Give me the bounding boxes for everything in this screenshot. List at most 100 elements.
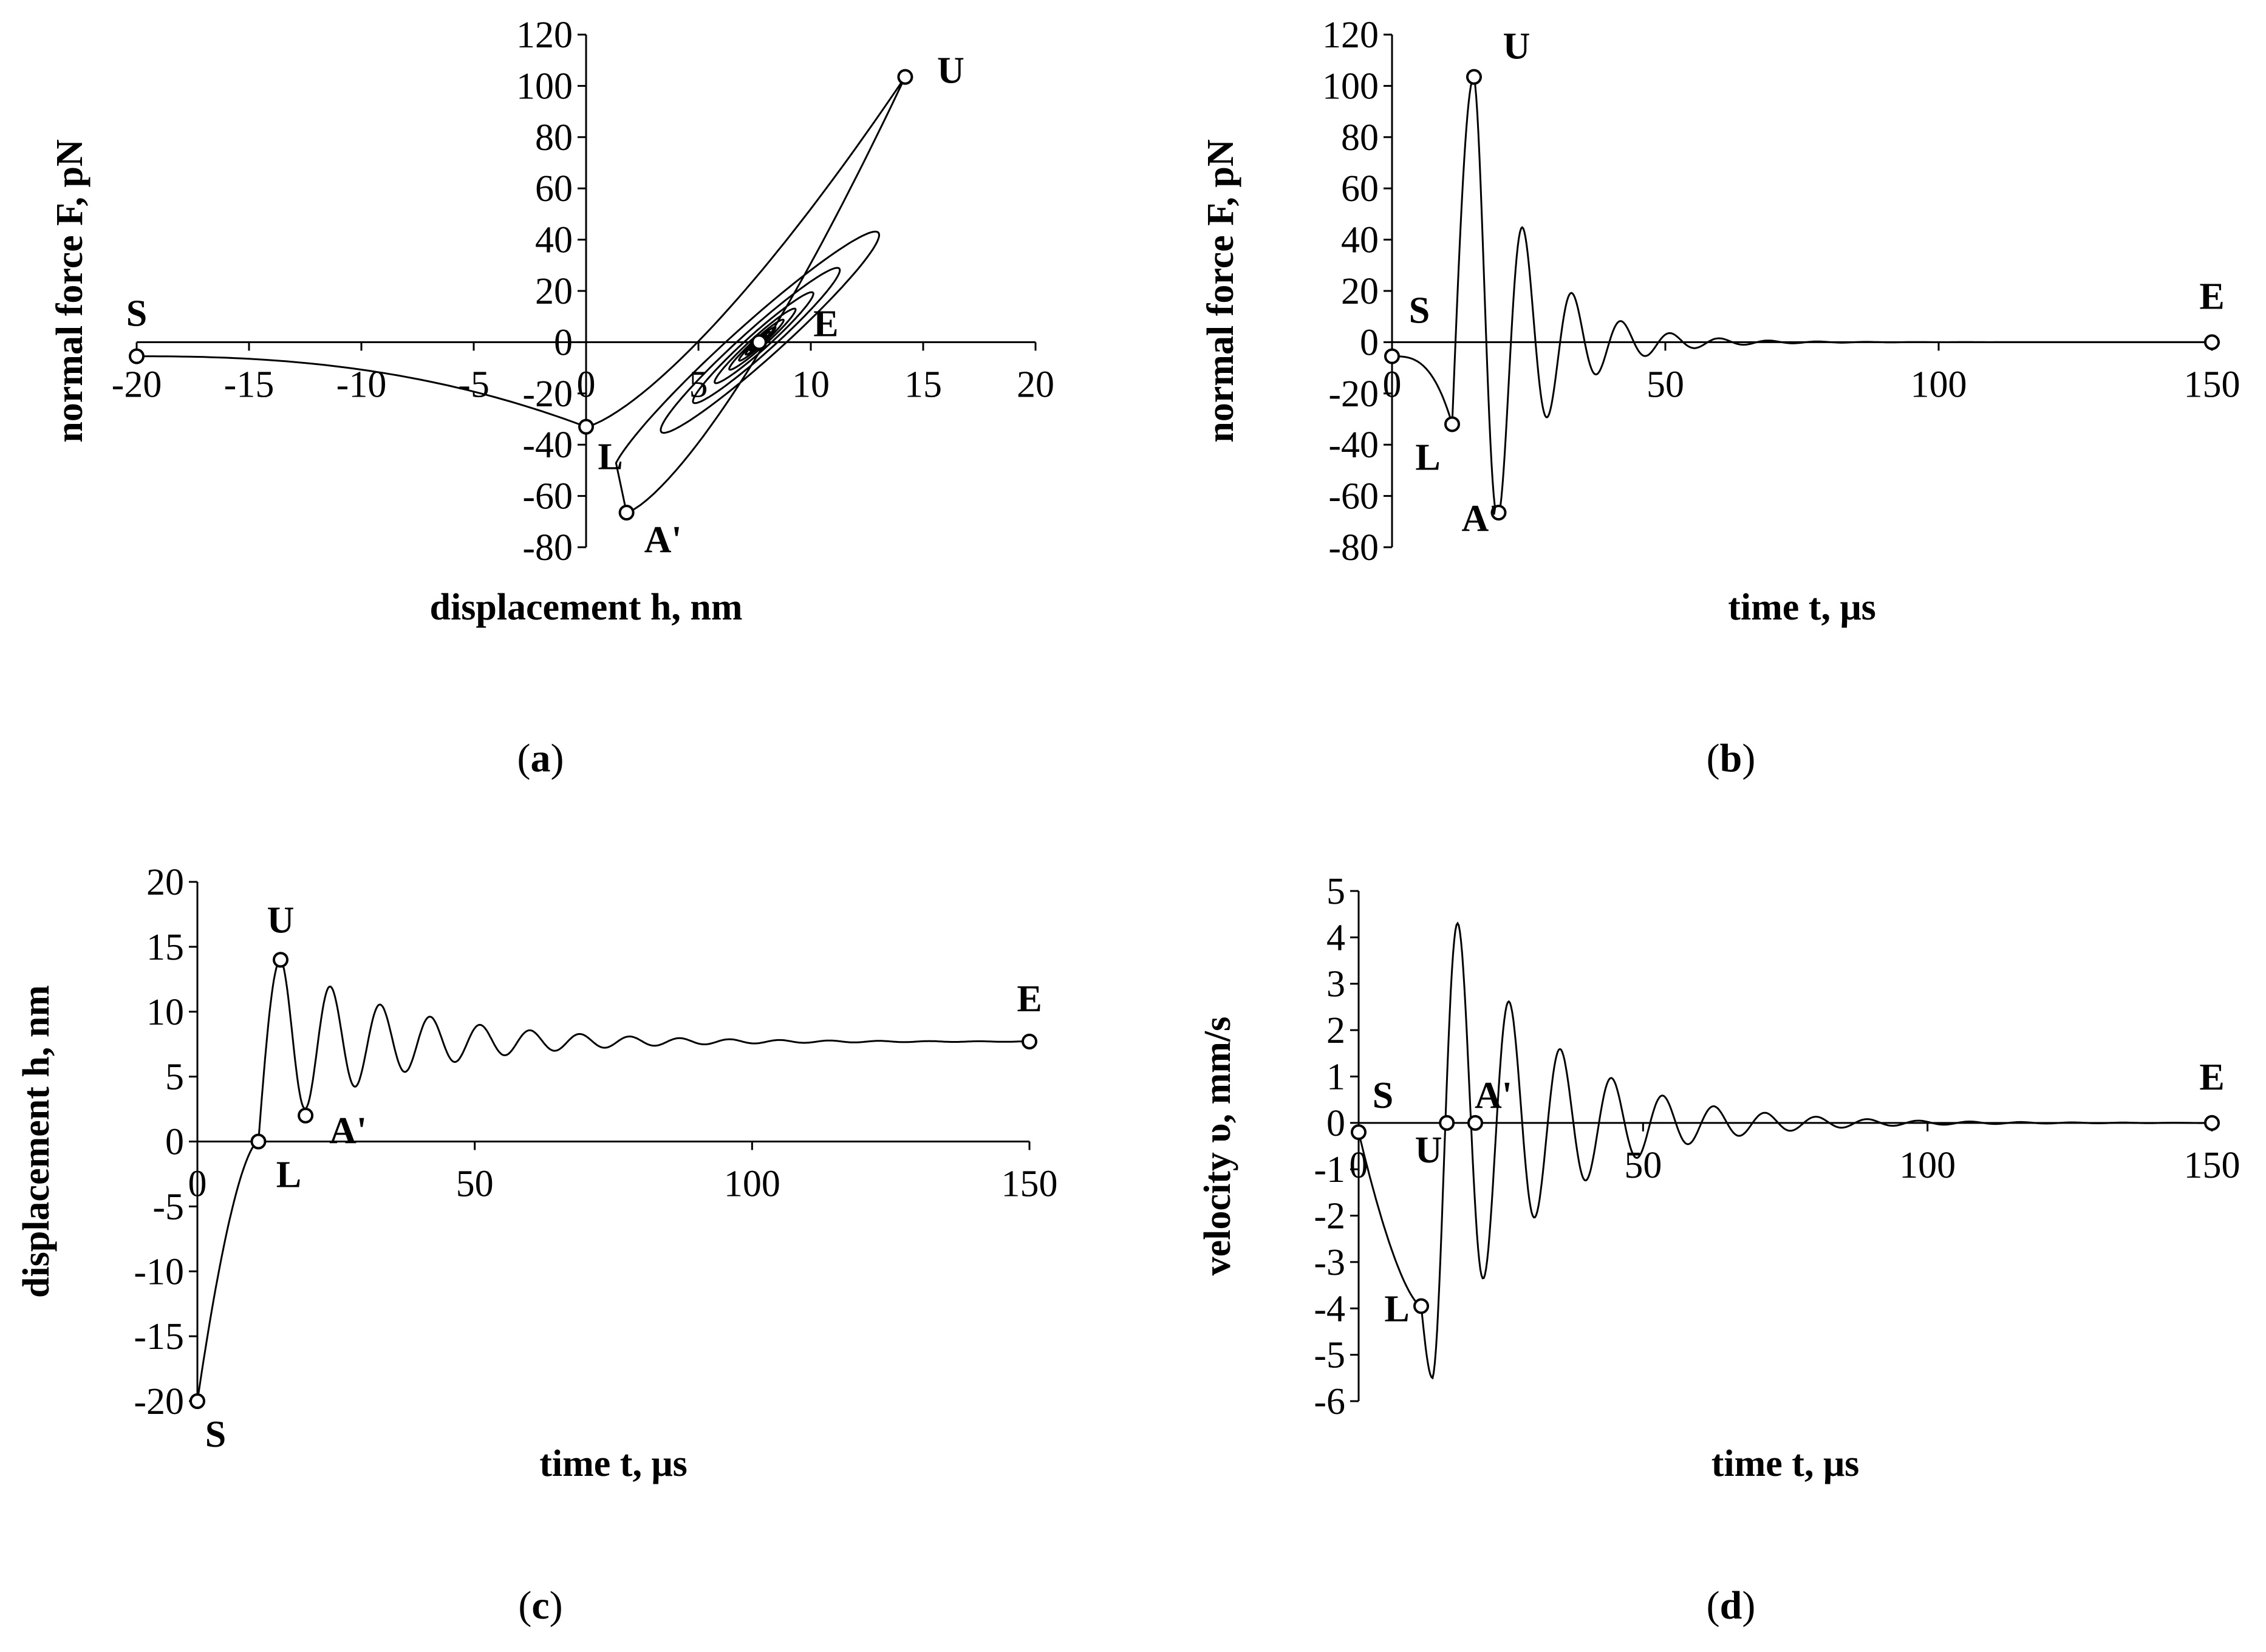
point-label: U	[1503, 26, 1531, 67]
point-marker	[1384, 348, 1400, 364]
x-axis-label: displacement h, nm	[430, 587, 743, 628]
point-label: U	[267, 899, 295, 941]
point-marker	[618, 505, 635, 521]
y-tick-label: -80	[522, 527, 573, 568]
panel-caption: (c)	[518, 1583, 562, 1628]
y-tick-label: 40	[535, 220, 573, 261]
y-tick-label: 2	[1326, 1010, 1345, 1051]
y-tick-label: 0	[1326, 1103, 1345, 1144]
x-tick-label: -15	[224, 364, 275, 405]
x-tick-label: 150	[2184, 1145, 2240, 1186]
y-tick-label: 100	[516, 66, 573, 107]
y-tick-label: 120	[1322, 15, 1379, 56]
y-tick-label: 100	[1322, 66, 1379, 107]
x-tick-label: 50	[1624, 1145, 1662, 1186]
y-tick-label: -1	[1314, 1149, 1345, 1190]
point-label: L	[1415, 437, 1440, 478]
y-tick-label: -5	[152, 1186, 184, 1227]
point-label: A'	[644, 519, 682, 561]
x-tick-label: 0	[1350, 1145, 1368, 1186]
point-marker	[1490, 505, 1507, 521]
y-axis-label: normal force F, pN	[1200, 139, 1241, 442]
point-marker	[2204, 1114, 2220, 1131]
y-tick-label: -6	[1314, 1381, 1345, 1422]
point-marker	[273, 952, 288, 968]
y-tick-label: 15	[146, 927, 184, 968]
y-tick-label: 0	[554, 322, 573, 363]
point-label: E	[2199, 276, 2224, 317]
point-label: E	[813, 303, 838, 344]
y-tick-label: -40	[522, 425, 573, 466]
series-line	[196, 958, 1029, 1402]
point-marker	[1444, 416, 1460, 432]
y-tick-label: 20	[1341, 271, 1379, 312]
point-label: A'	[329, 1110, 367, 1152]
y-tick-label: 0	[1360, 322, 1379, 363]
x-tick-label: 10	[792, 364, 830, 405]
y-tick-label: -60	[522, 476, 573, 517]
x-tick-label: -10	[336, 364, 387, 405]
y-axis-label: velocity υ, mm/s	[1197, 1017, 1238, 1275]
x-tick-label: 150	[2184, 364, 2240, 405]
point-label: L	[1384, 1288, 1409, 1329]
x-tick-label: 100	[1911, 364, 1967, 405]
x-tick-label: 0	[1383, 364, 1402, 405]
y-tick-label: 80	[1341, 117, 1379, 159]
point-marker	[578, 418, 594, 435]
x-tick-label: -5	[458, 364, 490, 405]
x-tick-label: -20	[112, 364, 162, 405]
y-tick-label: -15	[134, 1316, 184, 1357]
x-tick-label: 50	[456, 1164, 494, 1205]
y-tick-label: -5	[1314, 1335, 1345, 1376]
x-tick-label: 0	[577, 364, 596, 405]
x-tick-label: 100	[724, 1164, 780, 1205]
point-marker	[751, 334, 767, 350]
x-tick-label: 150	[1002, 1164, 1058, 1205]
series-line	[1357, 921, 2211, 1380]
series-line	[137, 76, 906, 514]
point-label: S	[1409, 290, 1430, 332]
point-marker	[1022, 1033, 1037, 1050]
y-axis-label: displacement h, nm	[16, 985, 57, 1298]
y-tick-label: -20	[1328, 374, 1379, 415]
y-tick-label: -80	[1328, 527, 1379, 568]
y-tick-label: -20	[522, 374, 573, 415]
y-tick-label: 5	[1326, 871, 1345, 912]
y-tick-label: 120	[516, 15, 573, 56]
point-marker	[1466, 69, 1482, 85]
panel-caption: (a)	[517, 736, 564, 780]
point-marker	[1439, 1114, 1455, 1131]
y-tick-label: 1	[1326, 1056, 1345, 1097]
series-line	[1392, 75, 2211, 519]
y-tick-label: -4	[1314, 1288, 1345, 1329]
point-marker	[189, 1393, 205, 1409]
y-tick-label: 40	[1341, 220, 1379, 261]
point-marker	[897, 69, 913, 85]
point-marker	[298, 1107, 314, 1124]
x-axis-label: time t, μs	[1711, 1443, 1859, 1484]
y-tick-label: 5	[165, 1057, 184, 1098]
y-tick-label: 4	[1326, 917, 1345, 958]
x-tick-label: 15	[904, 364, 942, 405]
point-label: L	[276, 1155, 301, 1196]
point-label: L	[598, 437, 623, 478]
y-tick-label: -20	[134, 1381, 184, 1422]
x-axis-label: time t, μs	[539, 1443, 687, 1484]
y-tick-label: -3	[1314, 1242, 1345, 1283]
x-tick-label: 20	[1017, 364, 1054, 405]
panel-caption: (d)	[1707, 1583, 1756, 1628]
y-tick-label: -40	[1328, 425, 1379, 466]
point-marker	[250, 1133, 267, 1150]
y-axis-label: normal force F, pN	[49, 139, 90, 442]
point-label: U	[1415, 1130, 1442, 1171]
y-tick-label: 20	[146, 862, 184, 903]
point-label: S	[126, 293, 147, 335]
y-tick-label: 60	[535, 168, 573, 210]
point-label: S	[205, 1414, 226, 1455]
y-tick-label: -2	[1314, 1196, 1345, 1237]
x-tick-label: 0	[188, 1164, 207, 1205]
